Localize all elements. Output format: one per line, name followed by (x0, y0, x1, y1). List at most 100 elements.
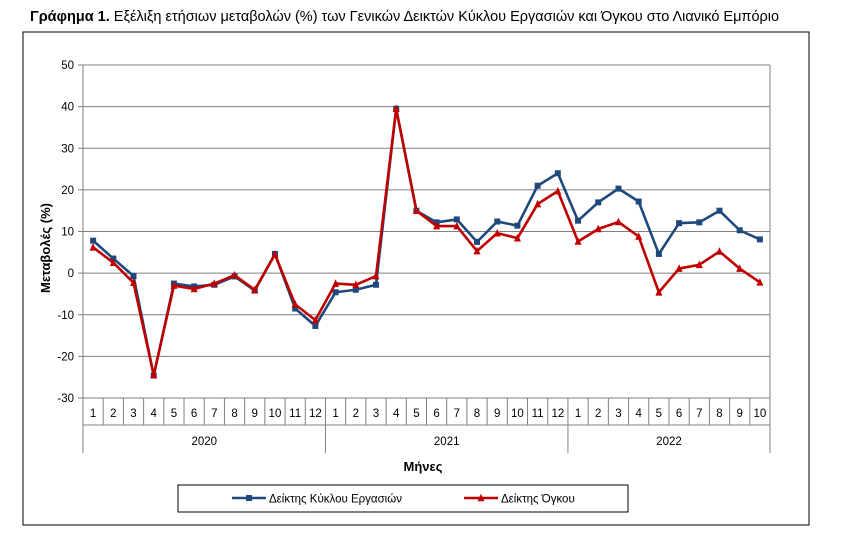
data-point (514, 222, 521, 229)
x-tick-label: 1 (575, 408, 581, 420)
x-tick-label: 8 (231, 408, 237, 420)
data-point (311, 315, 319, 324)
data-point (696, 219, 703, 226)
x-tick-label: 1 (90, 408, 96, 420)
y-tick-label: -20 (57, 351, 74, 363)
data-point (372, 281, 379, 288)
legend-label: Δείκτης Όγκου (501, 494, 575, 506)
chart-border (22, 31, 810, 526)
x-tick-label: 12 (309, 408, 322, 420)
x-tick-label: 7 (696, 408, 702, 420)
x-year-label: 2021 (434, 436, 460, 448)
data-point (534, 199, 542, 208)
y-tick-label: 0 (68, 268, 74, 280)
data-point (756, 277, 764, 286)
data-point (392, 104, 400, 113)
x-tick-label: 10 (269, 408, 282, 420)
x-tick-label: 5 (413, 408, 419, 420)
y-tick-label: 40 (61, 102, 74, 114)
data-point (675, 264, 683, 272)
data-point (150, 370, 158, 379)
x-tick-label: 5 (171, 408, 177, 420)
legend-label: Δείκτης Κύκλου Εργασιών (269, 494, 402, 506)
x-tick-label: 7 (211, 408, 217, 420)
y-tick-label: 20 (61, 185, 74, 197)
data-point (614, 217, 622, 226)
data-point (231, 270, 239, 279)
data-point (513, 233, 521, 242)
data-point (271, 250, 279, 258)
x-year-label: 2022 (656, 436, 682, 448)
x-tick-label: 3 (615, 408, 621, 420)
chart-title: Γράφημα 1. Εξέλιξη ετήσιων μεταβολών (%)… (30, 9, 779, 25)
x-tick-label: 6 (191, 408, 197, 420)
x-tick-label: 11 (289, 408, 301, 420)
data-point (594, 224, 602, 233)
y-tick-label: 10 (61, 227, 74, 239)
x-tick-label: 12 (551, 408, 564, 420)
x-tick-label: 10 (753, 408, 766, 420)
x-tick-label: 9 (736, 408, 742, 420)
data-point (130, 273, 137, 280)
series-line (92, 107, 761, 377)
y-tick-label: -10 (57, 310, 74, 322)
x-tick-label: 2 (110, 408, 116, 420)
data-point (756, 236, 763, 243)
data-point (615, 185, 622, 192)
y-tick-label: 30 (61, 143, 74, 155)
x-tick-label: 8 (716, 408, 722, 420)
data-point (534, 182, 541, 189)
x-axis-label: Μήνες (404, 459, 443, 474)
data-point (473, 246, 481, 255)
data-point (635, 198, 642, 205)
legend: Δείκτης Κύκλου Εργασιών Δείκτης Όγκου (177, 484, 629, 513)
data-point (655, 287, 663, 296)
data-point (453, 221, 461, 230)
data-point (655, 250, 662, 257)
x-tick-label: 11 (532, 408, 544, 420)
data-point (90, 237, 97, 244)
data-point (352, 286, 359, 293)
data-point (477, 493, 485, 502)
data-point (736, 227, 743, 234)
data-point (453, 216, 460, 223)
data-point (372, 271, 380, 280)
chart-title-label: Γράφημα 1. (30, 9, 110, 25)
x-tick-label: 1 (332, 408, 338, 420)
data-point (190, 284, 198, 293)
y-axis-label: Μεταβολές (%) (38, 203, 53, 293)
x-tick-label: 6 (433, 408, 439, 420)
data-point (554, 186, 562, 195)
series-2 (89, 104, 764, 379)
x-tick-label: 2 (353, 408, 359, 420)
chart-title-text: Εξέλιξη ετήσιων μεταβολών (%) των Γενικώ… (109, 9, 780, 25)
data-point (575, 217, 582, 224)
data-point (292, 305, 299, 312)
data-point (412, 206, 420, 214)
data-point (170, 281, 178, 289)
data-point (332, 279, 340, 287)
data-point (474, 238, 481, 245)
x-tick-label: 4 (635, 408, 642, 420)
data-point (715, 247, 723, 255)
data-point (246, 495, 252, 501)
data-point (676, 220, 683, 227)
data-point (554, 170, 561, 177)
x-tick-label: 7 (454, 408, 460, 420)
data-point (493, 228, 501, 237)
x-tick-label: 2 (595, 408, 601, 420)
x-tick-label: 3 (130, 408, 136, 420)
x-tick-label: 8 (474, 408, 480, 420)
x-tick-label: 3 (373, 408, 379, 420)
x-tick-label: 5 (656, 408, 662, 420)
data-point (695, 260, 703, 269)
data-point (736, 264, 744, 272)
data-point (433, 221, 441, 230)
data-point (291, 300, 299, 308)
data-point (89, 243, 97, 251)
y-tick-label: 50 (61, 60, 74, 72)
x-tick-label: 4 (151, 408, 158, 420)
gridlines (83, 64, 770, 399)
